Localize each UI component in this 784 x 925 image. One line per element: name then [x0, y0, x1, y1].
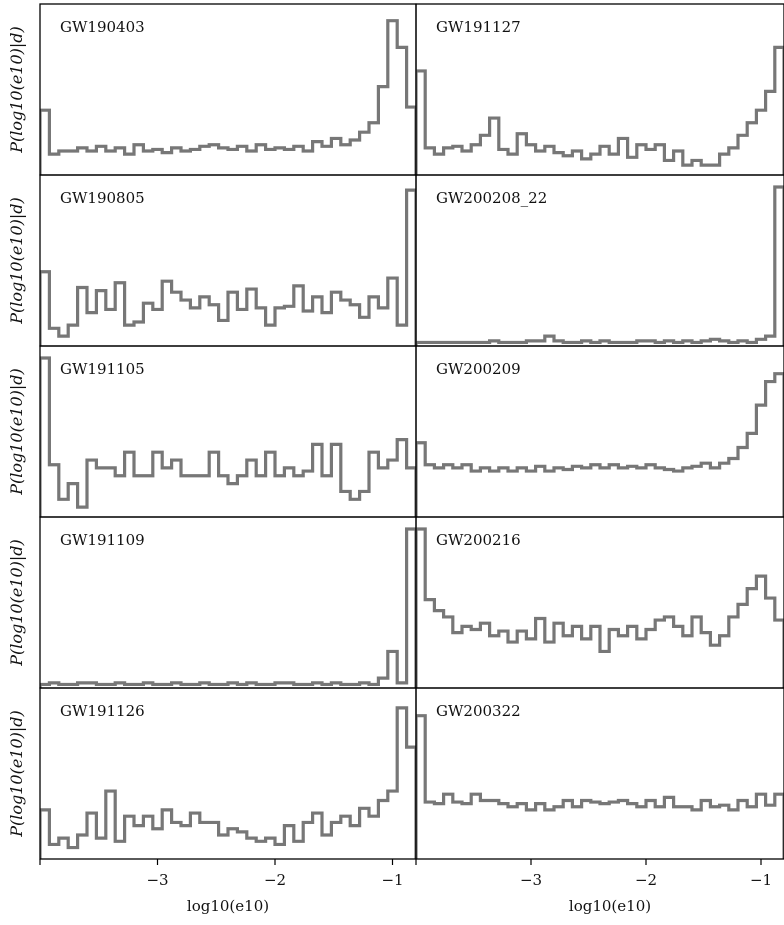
panel-gw191105: GW191105 P(log10(e10)|d)	[7, 345, 417, 518]
histogram-series	[40, 356, 416, 517]
y-axis-label: P(log10(e10)|d)	[7, 197, 26, 325]
histogram-series	[40, 188, 416, 346]
panel-label: GW191127	[436, 18, 521, 36]
panel-label: GW200209	[436, 360, 521, 378]
histogram-series	[40, 527, 416, 688]
histogram-series	[416, 714, 784, 859]
histogram-series	[416, 527, 784, 688]
x-tick-label: −1	[750, 871, 772, 889]
histogram-series	[416, 372, 784, 517]
axes-layer: GW190403 P(log10(e10)|d) GW190805 P(log10(e…	[7, 3, 784, 915]
x-tick-label: −3	[146, 871, 168, 889]
panel-gw190403: GW190403 P(log10(e10)|d)	[7, 3, 417, 176]
panel-label: GW190403	[60, 18, 145, 36]
y-axis-label: P(log10(e10)|d)	[7, 710, 26, 838]
panel-frame	[415, 687, 784, 860]
panel-gw191126: GW191126 P(log10(e10)|d)	[7, 687, 417, 860]
panel-gw200209: GW200209	[415, 345, 784, 518]
x-tick-label: −2	[264, 871, 286, 889]
x-axis-label: log10(e10)	[187, 897, 269, 915]
panel-gw191109: GW191109 P(log10(e10)|d)	[7, 516, 417, 689]
y-axis-label: P(log10(e10)|d)	[7, 26, 26, 154]
panel-gw200216: GW200216	[415, 516, 784, 689]
panel-label: GW200322	[436, 702, 521, 720]
panel-label: GW191105	[60, 360, 145, 378]
panel-gw200208-22: GW200208_22	[415, 174, 784, 347]
panel-label: GW200208_22	[436, 189, 547, 207]
x-axis-label: log10(e10)	[569, 897, 651, 915]
y-axis-label: P(log10(e10)|d)	[7, 539, 26, 667]
panel-gw190805: GW190805 P(log10(e10)|d)	[7, 174, 417, 347]
x-tick-label: −1	[381, 871, 403, 889]
panel-label: GW191126	[60, 702, 145, 720]
histogram-series	[416, 185, 784, 346]
panel-label: GW191109	[60, 531, 145, 549]
panel-label: GW190805	[60, 189, 145, 207]
x-tick-label: −3	[520, 871, 542, 889]
panel-gw200322: GW200322	[415, 687, 784, 860]
y-axis-label: P(log10(e10)|d)	[7, 368, 26, 496]
histogram-series	[416, 45, 784, 175]
histogram-series	[40, 19, 416, 175]
histogram-series	[40, 706, 416, 859]
panel-label: GW200216	[436, 531, 521, 549]
panel-gw191127: GW191127	[415, 3, 784, 176]
x-tick-label: −2	[635, 871, 657, 889]
